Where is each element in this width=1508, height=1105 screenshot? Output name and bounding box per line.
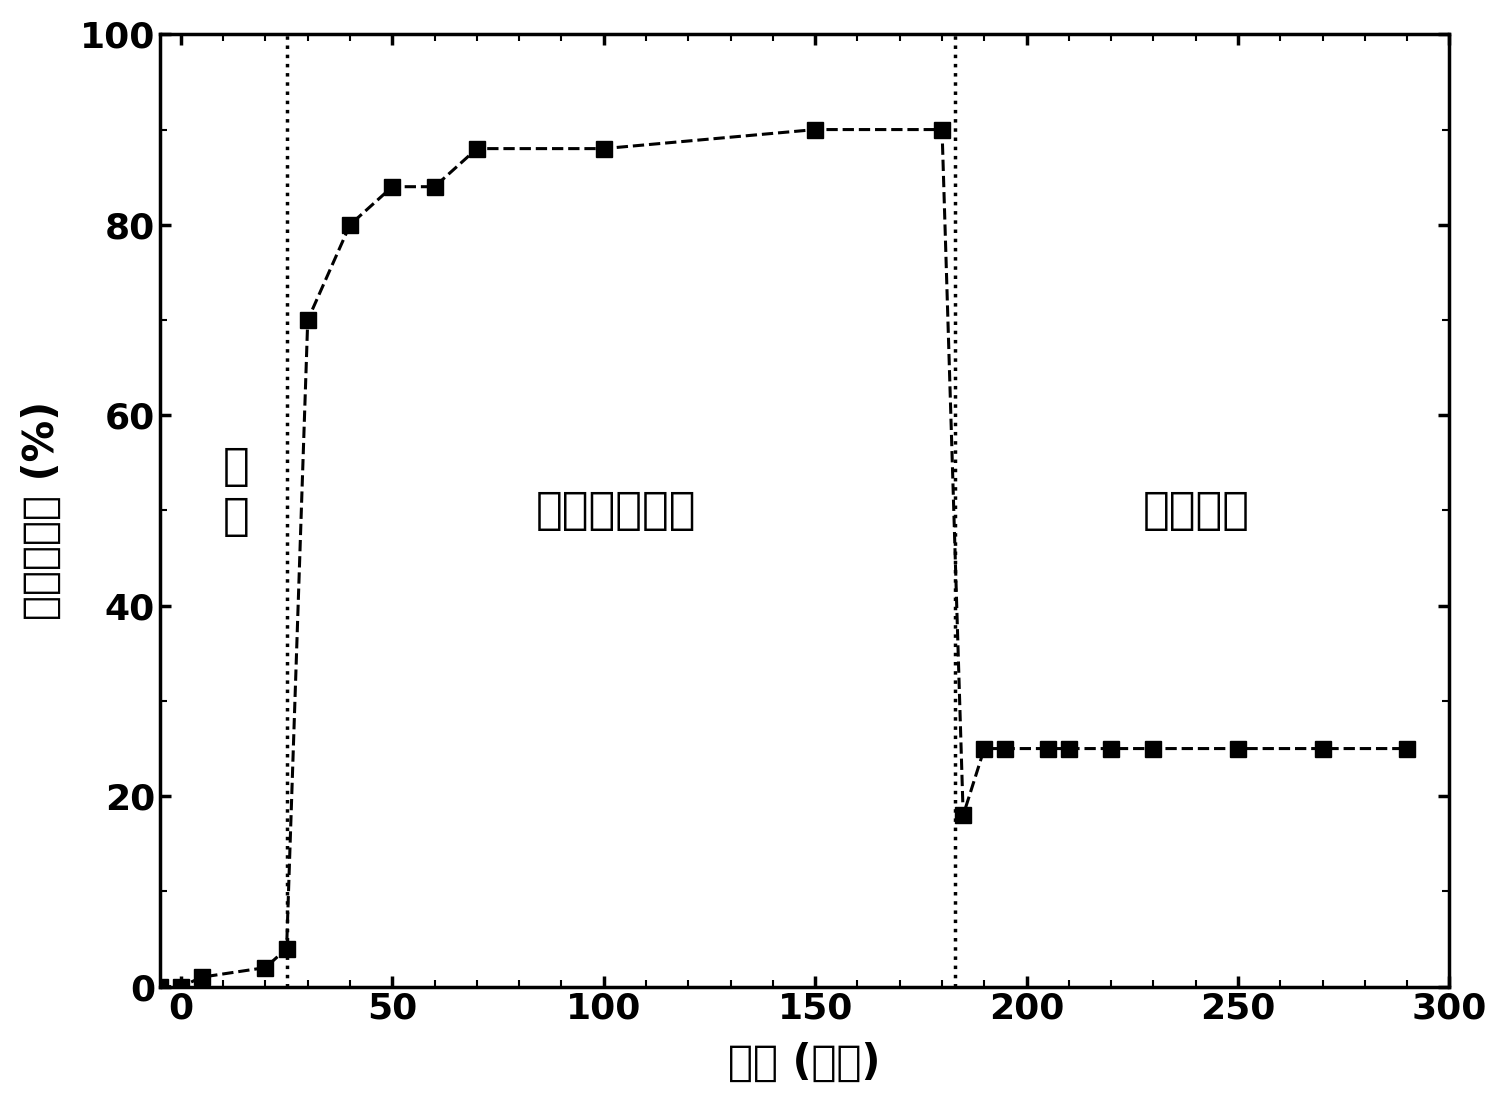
Text: 可见光照: 可见光照 bbox=[1142, 490, 1249, 532]
X-axis label: 时间 (分钟): 时间 (分钟) bbox=[728, 1042, 881, 1084]
Y-axis label: 乙烯降解率 (%): 乙烯降解率 (%) bbox=[21, 401, 63, 620]
Text: 模拟太阳光照: 模拟太阳光照 bbox=[537, 490, 697, 532]
Text: 暗
态: 暗 态 bbox=[223, 445, 249, 538]
